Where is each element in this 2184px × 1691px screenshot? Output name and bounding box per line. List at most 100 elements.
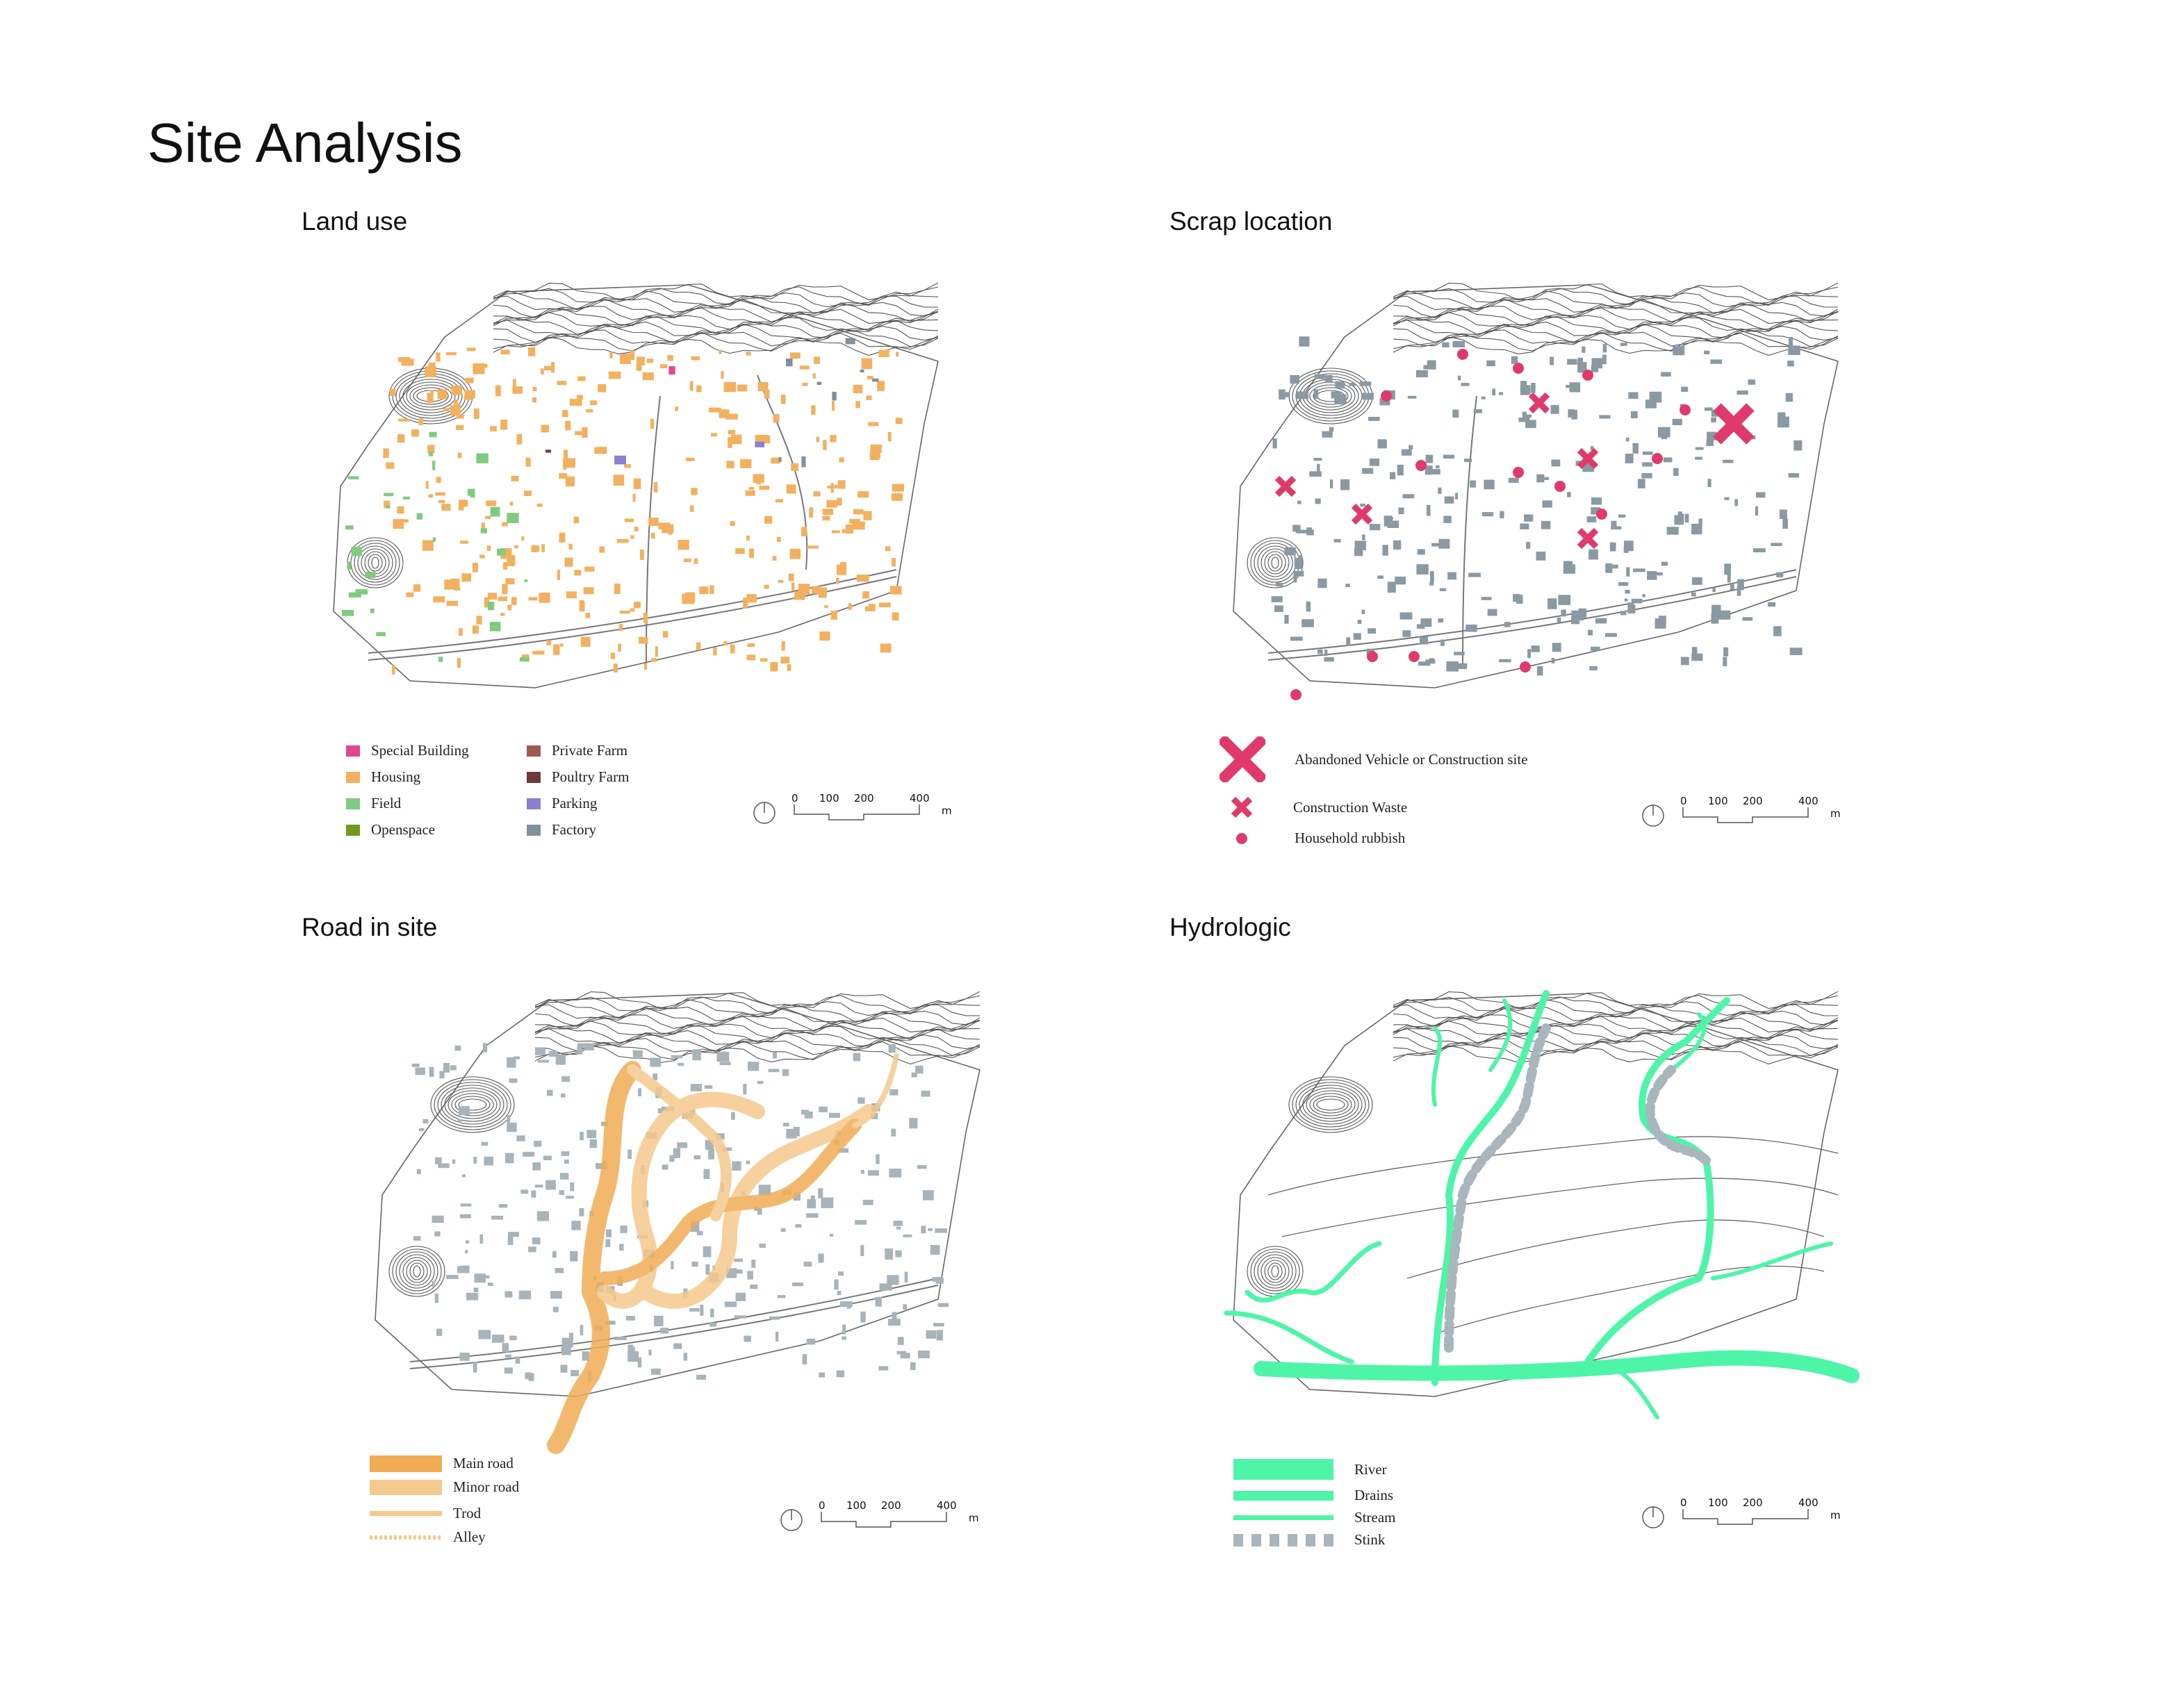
parcel <box>1313 458 1322 461</box>
parcel <box>747 1271 753 1280</box>
parcel <box>450 405 461 416</box>
parcel <box>1568 409 1575 418</box>
parcel <box>1785 393 1793 402</box>
contour-line <box>1250 1248 1300 1294</box>
parcel <box>522 654 529 659</box>
parcel <box>432 461 436 470</box>
parcel <box>1481 597 1492 600</box>
parcel <box>748 486 755 490</box>
contour-line <box>493 315 939 335</box>
parcel <box>1767 602 1776 607</box>
parcel <box>365 572 376 578</box>
parcel <box>1473 409 1482 413</box>
contour-line <box>1267 554 1283 572</box>
parcel <box>651 658 657 662</box>
parcel <box>1730 584 1734 590</box>
parcel <box>422 1119 429 1123</box>
legend-item: Main road <box>370 1455 514 1472</box>
parcel <box>466 1292 479 1301</box>
parcel <box>928 1228 933 1231</box>
parcel <box>1627 604 1636 613</box>
parcel <box>1673 345 1685 356</box>
parcel <box>1567 492 1571 497</box>
parcel <box>1658 427 1670 438</box>
parcel <box>509 502 514 506</box>
scale-tick: 400 <box>1798 795 1818 807</box>
parcel <box>782 1123 789 1127</box>
parcel <box>1377 575 1384 579</box>
parcel <box>1362 393 1374 400</box>
parcel <box>438 1163 450 1169</box>
scale-unit: m <box>969 1512 979 1524</box>
parcel <box>1595 618 1607 624</box>
land-use-parcels <box>342 338 904 675</box>
parcel <box>1415 370 1428 378</box>
parcel <box>472 563 478 572</box>
parcel <box>837 497 842 506</box>
parcel <box>577 1043 590 1049</box>
parcel <box>1443 454 1454 459</box>
parcel <box>659 364 668 369</box>
swatch-special-building <box>346 745 360 757</box>
parcel <box>459 1352 470 1361</box>
parcel <box>557 570 561 580</box>
parcel <box>1641 472 1652 479</box>
parcel <box>689 505 694 512</box>
parcel <box>441 504 451 511</box>
parcel <box>1425 454 1434 463</box>
contour-line <box>493 298 939 319</box>
parcel <box>1382 545 1388 556</box>
contour-line <box>493 302 939 322</box>
parcel <box>1368 628 1376 634</box>
parcel <box>826 500 837 508</box>
parcel <box>435 492 445 496</box>
parcel <box>1561 609 1566 617</box>
parcel <box>677 1142 688 1148</box>
parcel <box>1695 447 1704 450</box>
household-rubbish-marker <box>1409 651 1420 662</box>
contour-line <box>1393 1024 1839 1044</box>
parcel <box>1439 588 1447 591</box>
parcel <box>1666 527 1679 535</box>
parcel <box>1436 465 1440 469</box>
parcel <box>606 1229 612 1237</box>
parcel <box>932 1277 941 1282</box>
legend-label: Stream <box>1354 1509 1396 1526</box>
parcel <box>1520 523 1529 529</box>
site-boundary <box>1233 993 1839 1397</box>
contour-line <box>1271 1265 1279 1278</box>
parcel <box>574 570 582 576</box>
parcel <box>841 1336 847 1340</box>
parcel <box>370 608 375 613</box>
parcel <box>655 646 658 657</box>
contour-line <box>1393 298 1839 319</box>
parcel <box>459 500 468 507</box>
parcel <box>559 532 566 543</box>
parcel <box>546 640 552 645</box>
parcel <box>803 1262 812 1267</box>
parcel <box>545 449 551 453</box>
parcel <box>389 388 396 396</box>
landuse-map <box>333 282 939 688</box>
parcel <box>634 602 641 609</box>
parcel <box>1334 394 1347 405</box>
contour-lines <box>388 991 980 1297</box>
parcel <box>642 372 654 381</box>
scale-bar: 0 100 200 400 m <box>753 792 961 834</box>
parcel <box>502 584 508 595</box>
contour-line <box>1257 545 1293 580</box>
parcel <box>1628 392 1639 399</box>
parcel <box>342 609 354 616</box>
parcel <box>1771 543 1782 546</box>
parcel <box>1470 480 1476 488</box>
parcel <box>1324 650 1328 657</box>
scale-bar-graphic <box>753 802 920 824</box>
drains-swatch <box>1233 1490 1333 1501</box>
parcel <box>511 475 519 481</box>
parcel <box>746 594 757 603</box>
site-boundary <box>375 993 980 1397</box>
stream-path <box>1224 1241 1382 1364</box>
legend-label: Abandoned Vehicle or Construction site <box>1295 750 1528 768</box>
parcel <box>552 1251 557 1258</box>
contour-line <box>1299 1084 1363 1125</box>
